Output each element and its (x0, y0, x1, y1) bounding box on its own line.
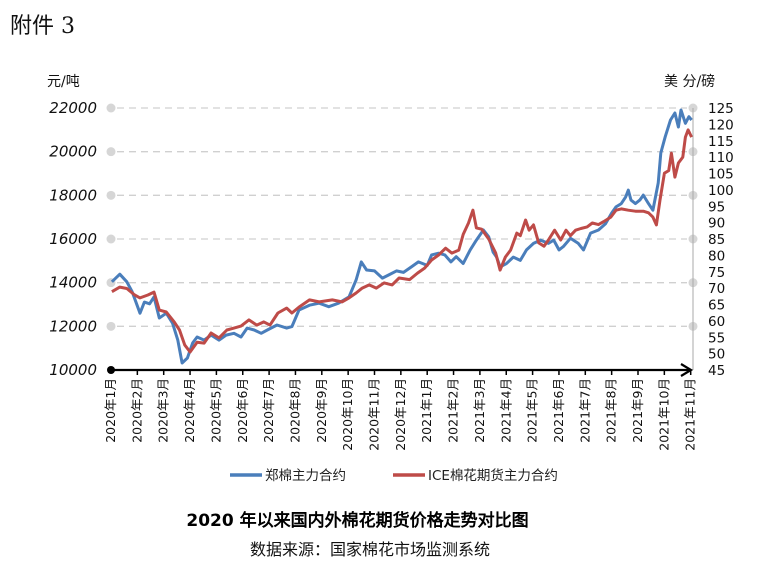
legend-label-zhengmian: 郑棉主力合约 (265, 468, 346, 484)
grid-dot-left (106, 103, 116, 113)
x-tick-label: 2021年10月 (656, 378, 671, 451)
x-tick-label: 2020年6月 (235, 378, 250, 443)
x-tick-label: 2021年8月 (604, 378, 619, 443)
x-tick-label: 2020年1月 (103, 378, 118, 443)
chart-source: 数据来源：国家棉花市场监测系统 (249, 540, 490, 559)
x-tick-label: 2020年8月 (287, 378, 302, 443)
right-tick-label: 105 (708, 167, 734, 183)
x-tick-label: 2020年3月 (156, 378, 171, 443)
right-tick-label: 90 (708, 216, 725, 232)
x-tick-label: 2020年5月 (208, 378, 223, 443)
legend-label-ice: ICE棉花期货主力合约 (428, 467, 558, 484)
right-tick-label: 95 (708, 199, 725, 215)
right-axis-unit: 美 分/磅 (664, 73, 715, 90)
right-tick-label: 100 (708, 183, 734, 199)
left-tick-label: 16000 (49, 230, 97, 248)
left-tick-label: 22000 (49, 99, 97, 117)
chart-title: 2020 年以来国内外棉花期货价格走势对比图 (186, 511, 529, 531)
right-tick-label: 50 (708, 347, 725, 363)
left-tick-label: 20000 (49, 143, 97, 161)
right-tick-label: 60 (708, 314, 725, 330)
x-tick-label: 2021年4月 (498, 378, 513, 443)
left-axis-unit: 元/吨 (47, 74, 80, 90)
x-tick-label: 2020年11月 (367, 378, 382, 451)
right-tick-label: 120 (708, 117, 734, 133)
series-lines (110, 108, 693, 365)
x-tick-label: 2021年1月 (419, 378, 434, 443)
x-tick-label: 2021年3月 (472, 378, 487, 443)
axes (107, 108, 694, 377)
right-tick-label: 115 (708, 134, 734, 150)
legend: 郑棉主力合约 ICE棉花期货主力合约 (230, 467, 558, 484)
x-tick-label: 2020年9月 (314, 378, 329, 443)
right-tick-label: 70 (708, 281, 725, 297)
right-tick-label: 55 (708, 330, 725, 346)
grid-dot-left (106, 234, 116, 244)
x-tick-label: 2021年5月 (525, 378, 540, 443)
x-tick-label: 2020年2月 (129, 378, 144, 443)
price-comparison-chart: 10000 12000 14000 16000 18000 20000 22000 45505… (47, 73, 734, 484)
left-tick-label: 14000 (49, 274, 97, 292)
x-tick-label: 2020年7月 (261, 378, 276, 443)
x-tick-label: 2021年9月 (630, 378, 645, 443)
x-tick-label: 2021年7月 (577, 378, 592, 443)
grid-dot-left (106, 190, 116, 200)
tick-labels: 10000 12000 14000 16000 18000 20000 22000 45505… (49, 99, 734, 451)
left-tick-label: 18000 (49, 186, 97, 204)
right-tick-label: 125 (708, 101, 734, 117)
series-line-ice (111, 128, 693, 354)
right-tick-label: 110 (708, 150, 734, 166)
x-tick-label: 2021年2月 (446, 378, 461, 443)
x-tick-label: 2020年10月 (340, 378, 355, 451)
right-tick-label: 80 (708, 248, 725, 264)
left-tick-label: 10000 (49, 361, 97, 379)
x-tick-label: 2021年6月 (551, 378, 566, 443)
grid-dot-left (106, 147, 116, 157)
x-tick-label: 2020年4月 (182, 378, 197, 443)
x-tick-label: 2021年11月 (683, 378, 698, 451)
left-tick-label: 12000 (49, 317, 97, 335)
right-tick-label: 75 (708, 265, 725, 281)
right-tick-label: 45 (708, 363, 725, 379)
x-axis-origin-dot (107, 366, 115, 374)
series-line-zhengmian (110, 108, 693, 365)
right-tick-label: 85 (708, 232, 725, 248)
right-tick-label: 65 (708, 298, 725, 314)
attachment-label: 附件 3 (10, 14, 75, 39)
x-tick-label: 2020年12月 (393, 378, 408, 451)
grid-dot-left (106, 321, 116, 331)
